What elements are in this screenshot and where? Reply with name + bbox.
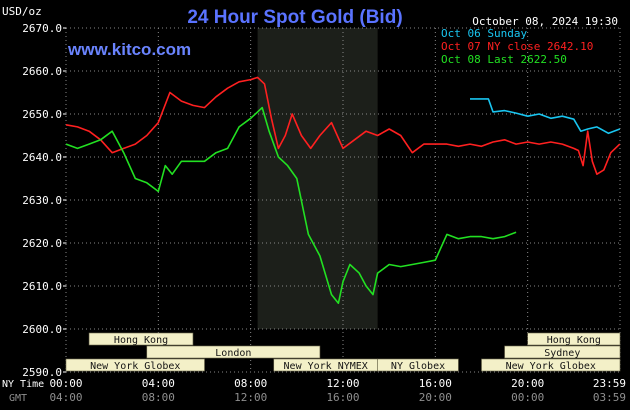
x-tick-label-ny: 04:00 [142,377,175,390]
market-hours-shade [257,28,378,329]
session-bar: New York NYMEX [273,358,378,372]
x-tick-label-ny: 20:00 [511,377,544,390]
chart-title: 24 Hour Spot Gold (Bid) [187,7,402,28]
legend: Oct 06 Sunday Oct 07 NY close 2642.10 Oc… [441,27,593,66]
timestamp: October 08, 2024 19:30 [472,15,618,28]
session-label: Hong Kong [547,335,601,346]
session-bar: NY Globex [377,358,459,372]
session-label: New York NYMEX [284,361,368,372]
session-bar-fill [146,345,321,359]
x-tick-label-ny: 00:00 [49,377,82,390]
brand-logo-text[interactable]: www.kitco.com [67,40,191,59]
y-tick-label: 2620.0 [22,237,62,250]
session-bar-fill [481,358,621,372]
trading-sessions: Hong Kong London New York Globex New York N… [65,332,621,372]
session-label: NY Globex [391,361,445,372]
y-tick-label: 2660.0 [22,65,62,78]
legend-item-ny-close: Oct 07 NY close 2642.10 [441,40,593,53]
chart-grid [65,27,621,373]
y-tick-label: 2670.0 [22,22,62,35]
x-tick-label-ny: 23:59 [593,377,626,390]
x-tick-label-ny: 12:00 [326,377,359,390]
series-line-2 [65,106,517,305]
x-axis-ticks: 00:0004:0004:0008:0008:0012:0012:0016:00… [49,377,626,404]
session-bar: Hong Kong [527,332,621,346]
gmt-label: GMT [9,393,27,404]
x-tick-label-gmt: 20:00 [419,391,452,404]
x-tick-label-ny: 16:00 [419,377,452,390]
x-tick-label-gmt: 08:00 [142,391,175,404]
ny-time-label: NY Time [2,379,44,390]
session-bar-fill [65,358,205,372]
x-tick-label-ny: 08:00 [234,377,267,390]
units-label: USD/oz [2,5,42,18]
session-label: New York Globex [90,361,180,372]
y-tick-label: 2610.0 [22,280,62,293]
session-label: Sydney [544,348,580,359]
series-line-1 [65,76,621,175]
y-tick-label: 2600.0 [22,323,62,336]
series-line-0 [470,98,621,135]
session-label: Hong Kong [114,335,168,346]
session-bar-fill [504,345,621,359]
x-tick-label-gmt: 12:00 [234,391,267,404]
y-tick-label: 2650.0 [22,108,62,121]
session-bar-fill [377,358,459,372]
session-bar: New York Globex [65,358,205,372]
y-axis-ticks: 2670.0 2660.0 2650.0 2640.0 2630.0 2620.0 2610… [22,22,66,379]
x-tick-label-gmt: 16:00 [326,391,359,404]
x-tick-label-gmt: 03:59 [593,391,626,404]
x-tick-label-gmt: 00:00 [511,391,544,404]
x-tick-label-gmt: 04:00 [49,391,82,404]
session-bar: New York Globex [481,358,621,372]
legend-item-last: Oct 08 Last 2622.50 [441,53,567,66]
y-tick-label: 2630.0 [22,194,62,207]
session-bar: Sydney [504,345,621,359]
session-bar-fill [527,332,621,346]
y-tick-label: 2640.0 [22,151,62,164]
session-label: London [215,348,251,359]
session-label: New York Globex [506,361,596,372]
session-bar-fill [88,332,194,346]
price-series [65,76,621,305]
session-bar: London [146,345,321,359]
legend-item-sunday: Oct 06 Sunday [441,27,527,40]
session-bar: Hong Kong [88,332,194,346]
y-tick-label: 2590.0 [22,366,62,379]
